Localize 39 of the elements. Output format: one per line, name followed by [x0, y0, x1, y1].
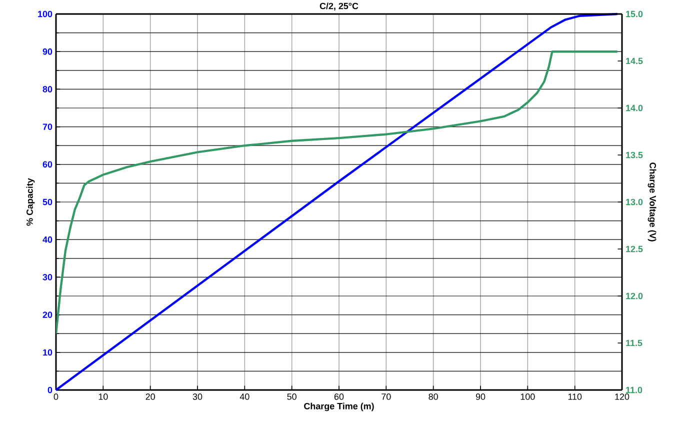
line-series	[56, 50, 618, 335]
y-tick-label: 80	[42, 86, 52, 92]
x-tick-label: 40	[240, 394, 250, 400]
y2-tick-label: 15.0	[626, 10, 643, 18]
x-tick-label: 30	[192, 394, 202, 400]
y-tick-label: 60	[42, 161, 52, 168]
y2-tick-label: 11.0	[626, 386, 642, 394]
x-tick-label: 0	[54, 394, 58, 400]
y2-tick-label: 13.5	[626, 152, 643, 158]
x-tick-label: 90	[476, 394, 486, 400]
x-tick-label: 110	[568, 394, 582, 400]
line-series	[54, 12, 618, 392]
y-axis-title: % Capacity	[26, 178, 35, 226]
y2-tick-label: 11.5	[626, 340, 642, 346]
y-tick-label: 20	[42, 312, 52, 318]
y2-tick-label: 12.5	[626, 246, 643, 252]
y-tick-label: 0	[48, 386, 52, 394]
y2-tick-label: 12.0	[626, 292, 643, 300]
x-tick-label: 100	[520, 394, 535, 400]
y-tick-label: 10	[43, 349, 52, 356]
y2-tick-label: 14.5	[626, 58, 643, 64]
y-tick-label: 50	[42, 198, 52, 206]
x-tick-label: 80	[428, 394, 438, 400]
chart-title: C/2, 25°C	[320, 2, 358, 10]
x-tick-label: 60	[334, 394, 344, 400]
x-tick-label: 50	[287, 394, 296, 400]
y-tick-label: 100	[38, 10, 52, 18]
y2-axis-title: Charge Voltage (V)	[648, 162, 656, 242]
y2-tick-label: 14.0	[626, 104, 643, 112]
y-tick-label: 40	[42, 236, 52, 243]
y-tick-label: 70	[42, 124, 52, 130]
x-tick-label: 70	[382, 394, 391, 400]
y2-tick-label: 13.0	[626, 198, 643, 206]
x-tick-label: 10	[98, 394, 108, 400]
x-tick-label: 120	[615, 394, 630, 400]
x-axis-title: Charge Time (m)	[304, 402, 374, 412]
y-tick-label: 30	[42, 274, 52, 280]
x-tick-label: 20	[146, 394, 155, 400]
y-tick-label: 90	[42, 48, 52, 55]
